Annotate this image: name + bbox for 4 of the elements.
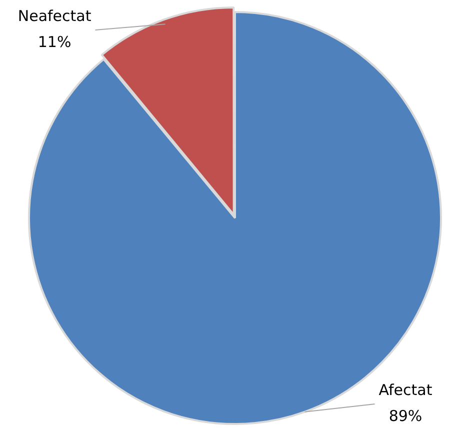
- slice-label: Neafectat: [18, 6, 92, 25]
- data-label: 11%: [38, 32, 72, 51]
- data-label: 89%: [388, 406, 422, 425]
- slice-label: Afectat: [378, 380, 432, 399]
